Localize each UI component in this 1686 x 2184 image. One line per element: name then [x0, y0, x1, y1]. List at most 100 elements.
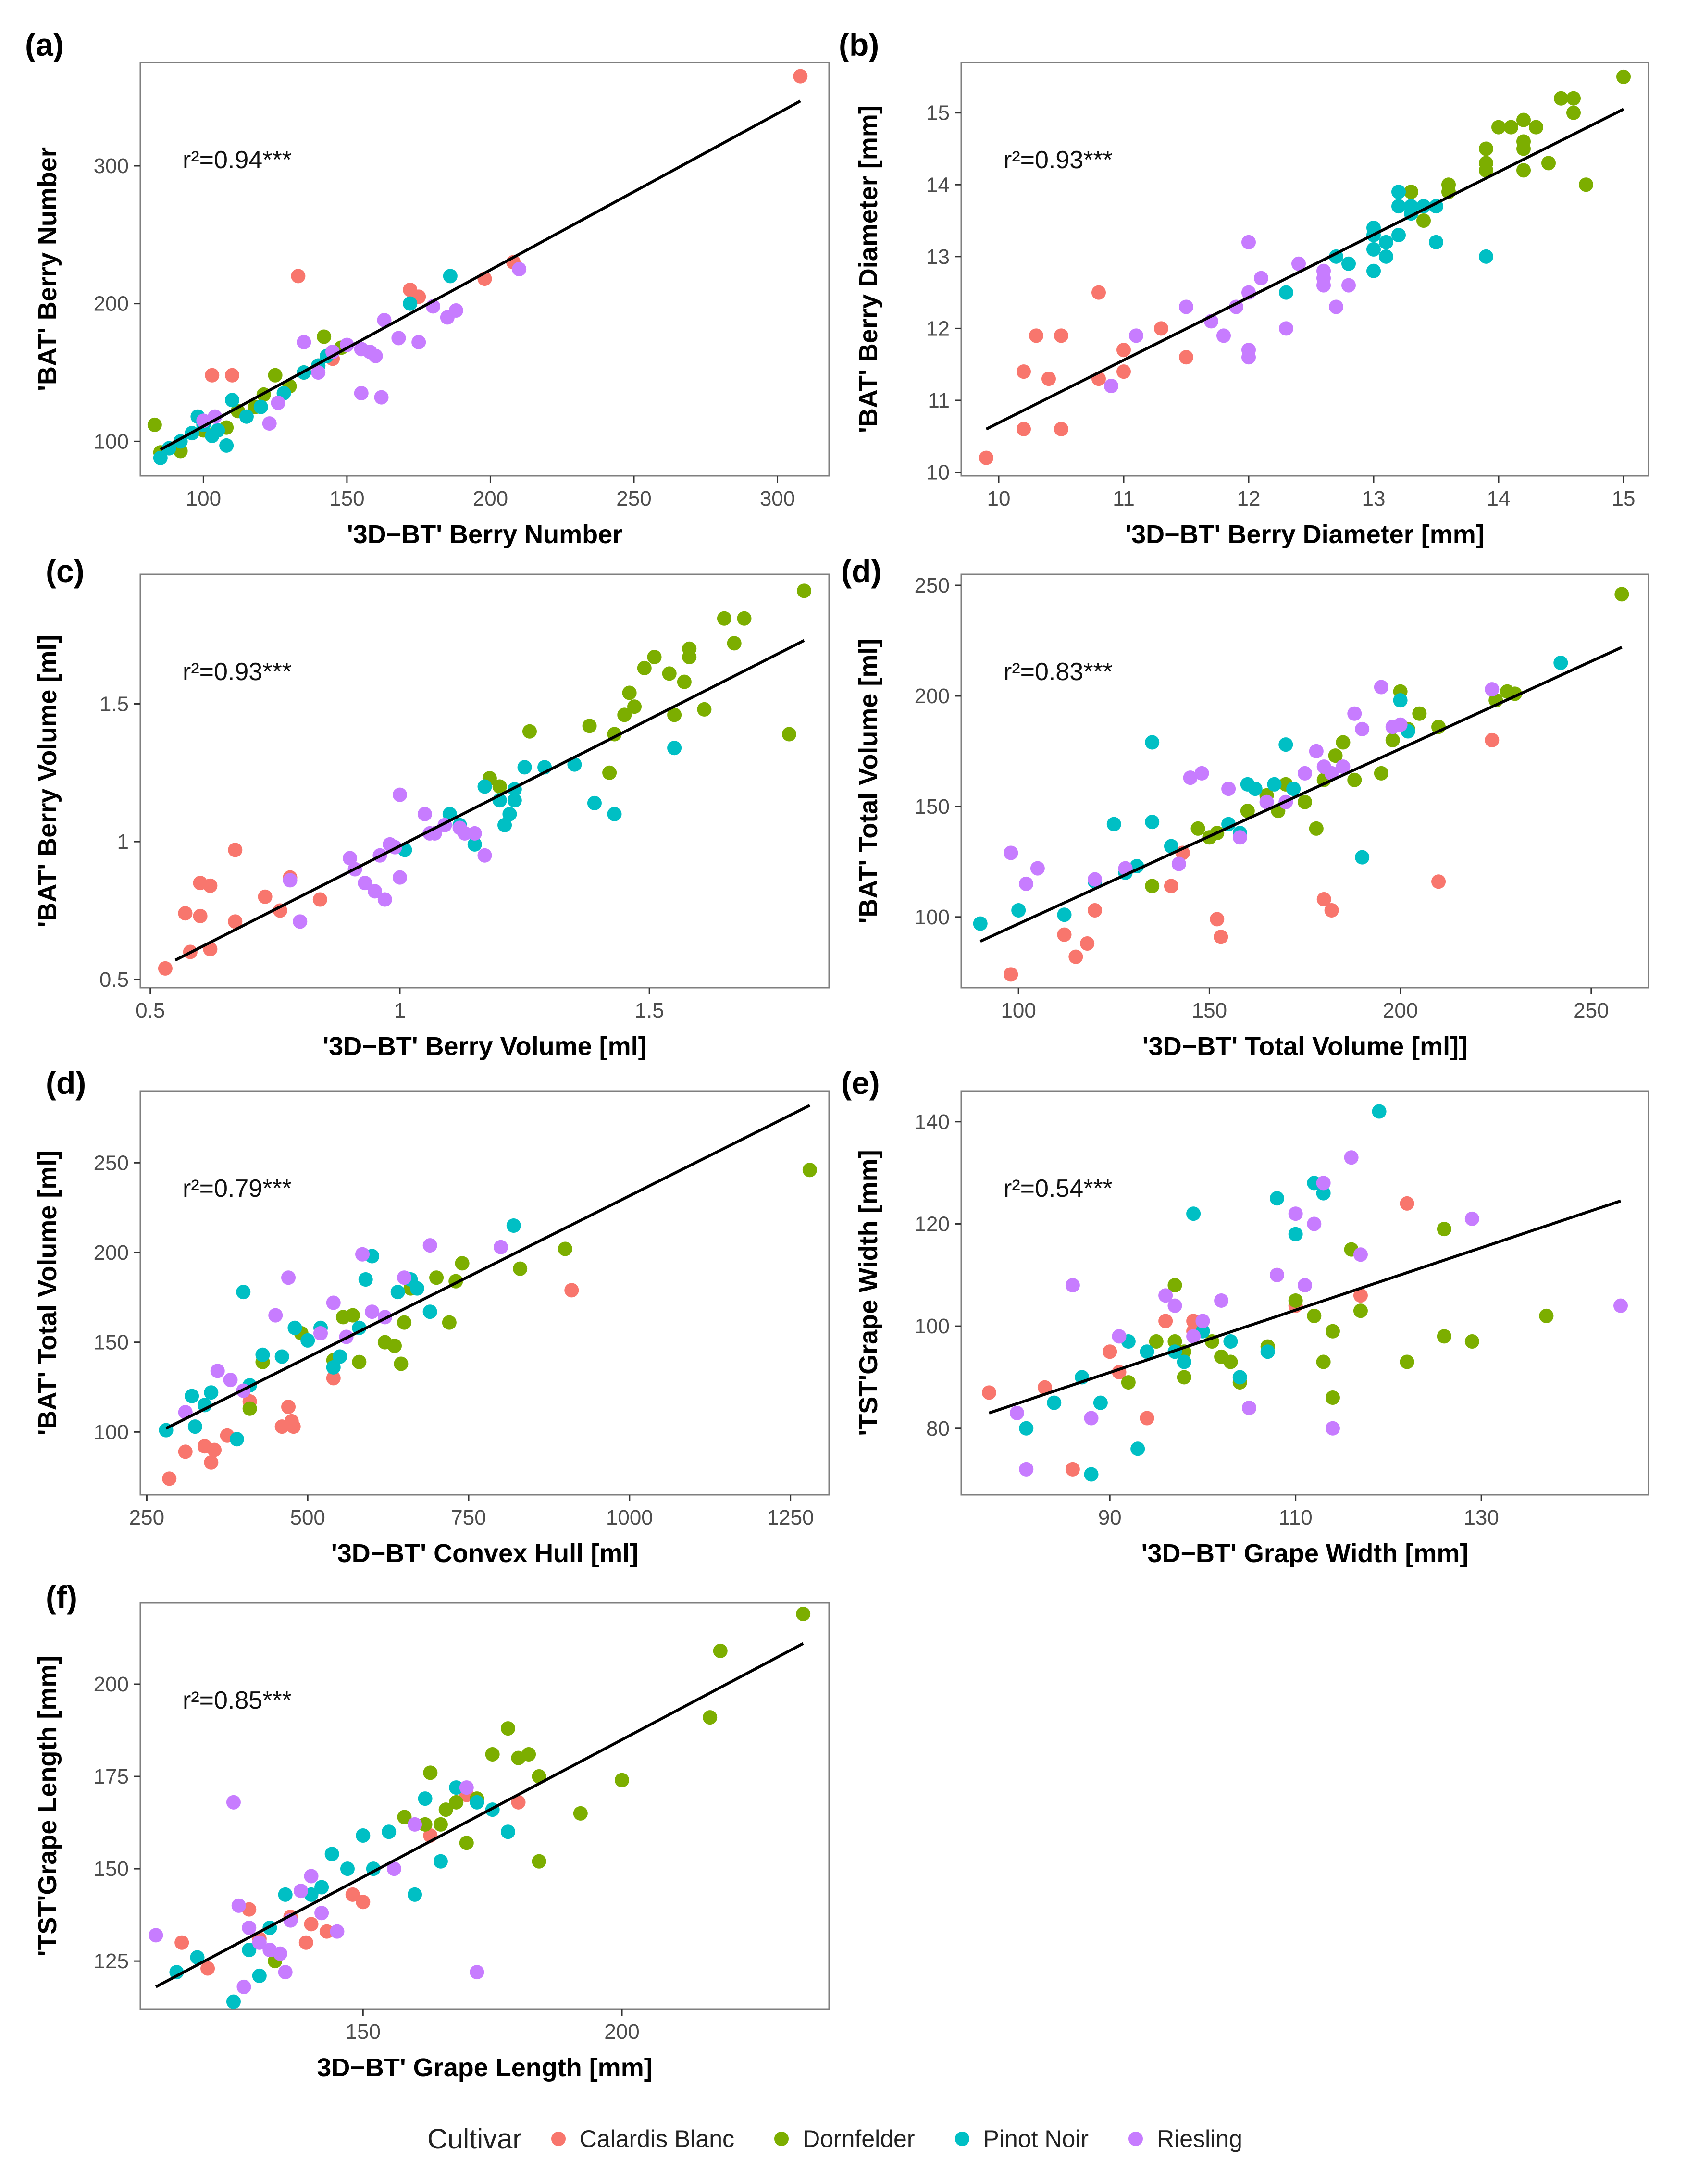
series-calardis-blanc: [162, 1283, 579, 1486]
regression-line: [165, 1104, 811, 1430]
data-point: [1393, 693, 1408, 708]
data-point: [281, 1270, 296, 1285]
data-point: [500, 1721, 515, 1736]
y-tick-label: 175: [94, 1765, 129, 1788]
data-point: [1316, 1176, 1331, 1191]
data-point: [377, 892, 392, 907]
data-point: [1353, 1288, 1368, 1303]
data-point: [1553, 655, 1568, 670]
data-point: [1344, 1150, 1359, 1165]
data-point: [314, 1906, 329, 1921]
panel-label: (d): [841, 553, 882, 589]
data-point: [448, 303, 463, 318]
legend-dot-dornfelder: [774, 2132, 789, 2146]
data-point: [1019, 876, 1034, 891]
data-point: [1416, 213, 1431, 228]
x-tick-label: 110: [1279, 1506, 1313, 1529]
data-point: [333, 1349, 347, 1364]
data-point: [1004, 967, 1018, 982]
data-point: [1329, 299, 1343, 314]
x-tick-label: 250: [129, 1506, 164, 1529]
x-axis-title: 3D−BT' Grape Length [mm]: [317, 2053, 652, 2082]
r-squared-annotation: r²=0.79***: [183, 1175, 292, 1203]
r-squared-annotation: r²=0.85***: [183, 1687, 292, 1714]
data-point: [242, 1401, 257, 1416]
data-point: [283, 873, 298, 888]
r-squared-annotation: r²=0.93***: [183, 658, 292, 686]
data-point: [442, 1315, 457, 1330]
x-tick-label: 0.5: [136, 999, 165, 1022]
data-point: [1041, 372, 1056, 386]
data-point: [390, 1285, 405, 1300]
data-point: [274, 1349, 289, 1364]
data-point: [392, 870, 407, 885]
data-point: [1112, 1329, 1127, 1344]
x-tick-label: 300: [760, 487, 795, 510]
data-point: [1429, 235, 1443, 249]
data-point: [408, 1817, 422, 1832]
data-point: [677, 674, 692, 689]
data-point: [403, 296, 418, 311]
r-squared-annotation: r²=0.93***: [1004, 146, 1113, 174]
x-axis-title: '3D−BT' Convex Hull [ml]: [331, 1539, 638, 1568]
regression-line: [989, 1199, 1621, 1415]
data-point: [1084, 1411, 1099, 1426]
data-point: [281, 1400, 296, 1415]
data-point: [507, 793, 522, 808]
y-tick-label: 100: [915, 1315, 950, 1338]
data-point: [511, 1795, 526, 1810]
data-point: [1613, 1298, 1628, 1313]
data-point: [1464, 1334, 1479, 1349]
data-point: [703, 1710, 718, 1725]
data-point: [324, 1847, 339, 1861]
panel-label: (e): [841, 1065, 880, 1101]
data-point: [1241, 350, 1256, 365]
x-tick-label: 150: [1192, 999, 1227, 1022]
y-tick-label: 140: [915, 1110, 950, 1134]
data-point: [443, 269, 458, 284]
data-point: [258, 889, 273, 904]
series-pinot-noir: [169, 1780, 515, 2009]
data-point: [802, 1163, 817, 1178]
data-point: [208, 409, 223, 424]
data-point: [1054, 422, 1068, 436]
data-point: [356, 1828, 371, 1843]
plot-area: [960, 573, 1649, 989]
data-point: [268, 1308, 283, 1323]
data-point: [979, 450, 993, 465]
data-point: [358, 876, 372, 891]
data-point: [1030, 861, 1045, 876]
data-point: [1223, 1354, 1238, 1369]
data-point: [737, 611, 752, 626]
data-point: [1391, 227, 1406, 242]
data-point: [204, 1455, 219, 1470]
data-point: [573, 1806, 588, 1821]
chart-b: 10 11 12 13 14 15 10 11 12 13 14 15 '3D−BT' Berry Di…: [854, 62, 1649, 549]
series-dornfelder: [482, 583, 812, 794]
x-tick-label: 150: [346, 2020, 381, 2044]
data-point: [169, 1965, 184, 1980]
data-point: [502, 807, 517, 821]
data-point: [352, 1320, 367, 1335]
x-tick-label: 11: [1113, 487, 1135, 510]
data-point: [204, 1385, 219, 1400]
data-point: [1179, 299, 1193, 314]
data-point: [1084, 1467, 1099, 1482]
data-point: [1279, 285, 1293, 300]
data-point: [343, 851, 358, 866]
legend-key: [767, 2124, 796, 2153]
data-point: [500, 1824, 515, 1839]
legend-item-calardis-blanc: Calardis Blanc: [544, 2124, 734, 2153]
data-point: [236, 1285, 251, 1300]
data-point: [409, 1281, 424, 1296]
x-tick-label: 1.5: [635, 999, 664, 1022]
data-point: [532, 1769, 546, 1784]
data-point: [1347, 772, 1362, 787]
legend-label: Pinot Noir: [983, 2125, 1089, 2152]
data-point: [1145, 879, 1160, 893]
chart-d1: 100 150 200 250 100 150 200 250 '3D−BT' Total Vo…: [854, 573, 1649, 1061]
data-point: [697, 702, 712, 717]
data-point: [467, 837, 482, 852]
data-point: [1177, 1370, 1191, 1385]
data-point: [477, 779, 492, 794]
